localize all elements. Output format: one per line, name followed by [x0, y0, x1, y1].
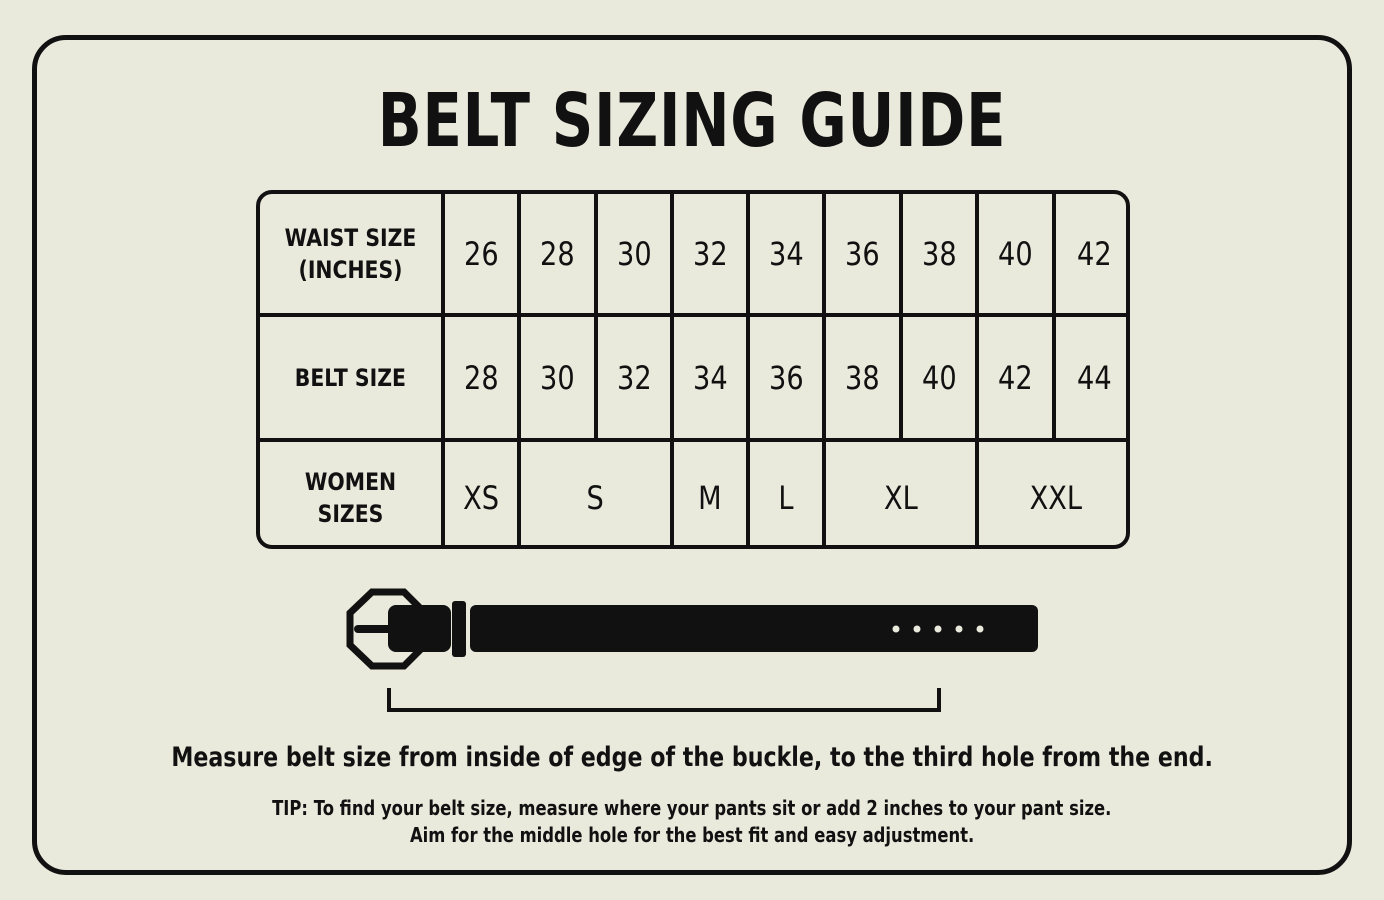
- row-header: BELT SIZE: [260, 317, 445, 442]
- cell-text: 30: [616, 234, 652, 273]
- row-header: WAIST SIZE (INCHES): [260, 194, 445, 317]
- women-size-cell: XS: [445, 442, 521, 545]
- women-size-cell: M: [674, 442, 750, 545]
- page-title: BELT SIZING GUIDE: [377, 78, 1007, 164]
- cell-text: L: [778, 479, 794, 517]
- cell-text: 26: [463, 234, 499, 273]
- women-size-cell: S: [521, 442, 674, 545]
- waist-size-cell: 36: [826, 194, 903, 317]
- belt-size-cell: 36: [750, 317, 826, 442]
- belt-size-cell: 40: [903, 317, 979, 442]
- buckle-frame: [346, 588, 429, 670]
- row-header: WOMEN SIZES: [260, 442, 445, 545]
- cell-text: 28: [540, 234, 575, 273]
- cell-text: M: [698, 479, 722, 517]
- cell-text: BELT SIZE: [294, 363, 407, 392]
- cell-text: 42: [998, 358, 1033, 397]
- belt-hole: [955, 625, 963, 633]
- cell-text: S: [586, 479, 605, 517]
- belt-size-cell: 32: [598, 317, 674, 442]
- belt-hole: [934, 625, 942, 633]
- waist-size-cell: 28: [521, 194, 598, 317]
- tip-line-2: Aim for the middle hole for the best fit…: [409, 823, 975, 847]
- women-size-cell: XL: [826, 442, 979, 545]
- cell-text: 28: [463, 358, 499, 397]
- belt-hole: [976, 625, 984, 633]
- belt-hole: [913, 625, 921, 633]
- cell-text: 38: [845, 358, 880, 397]
- cell-text: WOMEN SIZES: [304, 468, 397, 528]
- belt-size-cell: 28: [445, 317, 521, 442]
- belt-size-cell: 44: [1056, 317, 1126, 442]
- waist-size-cell: 30: [598, 194, 674, 317]
- tip-line-1: TIP: To find your belt size, measure whe…: [272, 796, 1112, 820]
- waist-size-cell: 40: [979, 194, 1056, 317]
- women-size-cell: XXL: [979, 442, 1126, 545]
- belt-size-cell: 42: [979, 317, 1056, 442]
- cell-text: 30: [540, 358, 575, 397]
- belt-size-cell: 34: [674, 317, 750, 442]
- belt-keeper: [452, 601, 466, 657]
- cell-text: XS: [463, 479, 499, 517]
- cell-text: XXL: [1029, 479, 1082, 517]
- women-size-cell: L: [750, 442, 826, 545]
- cell-text: 44: [1076, 358, 1112, 397]
- waist-size-cell: 42: [1056, 194, 1126, 317]
- prong: [354, 625, 394, 633]
- waist-size-cell: 26: [445, 194, 521, 317]
- cell-text: 42: [1076, 234, 1112, 273]
- waist-size-cell: 32: [674, 194, 750, 317]
- cell-text: 36: [845, 234, 880, 273]
- cell-text: 40: [921, 358, 957, 397]
- guide-frame: [32, 35, 1352, 875]
- belt-size-cell: 38: [826, 317, 903, 442]
- cell-text: 32: [616, 358, 652, 397]
- belt-strap: [470, 605, 1038, 652]
- cell-text: XL: [883, 479, 918, 517]
- cell-text: WAIST SIZE (INCHES): [284, 223, 417, 284]
- measure-bracket: [387, 688, 941, 712]
- waist-size-cell: 38: [903, 194, 979, 317]
- belt-hole: [892, 625, 900, 633]
- cell-text: 40: [998, 234, 1033, 273]
- cell-text: 34: [692, 358, 728, 397]
- cell-text: 38: [921, 234, 957, 273]
- instruction-text: Measure belt size from inside of edge of…: [171, 742, 1213, 773]
- belt-size-cell: 30: [521, 317, 598, 442]
- cell-text: 32: [692, 234, 728, 273]
- strap-end: [388, 605, 451, 652]
- cell-text: 34: [768, 234, 804, 273]
- cell-text: 36: [768, 358, 804, 397]
- size-table: WAIST SIZE (INCHES) BELT SIZE WOMEN SIZES 2…: [256, 190, 1130, 549]
- waist-size-cell: 34: [750, 194, 826, 317]
